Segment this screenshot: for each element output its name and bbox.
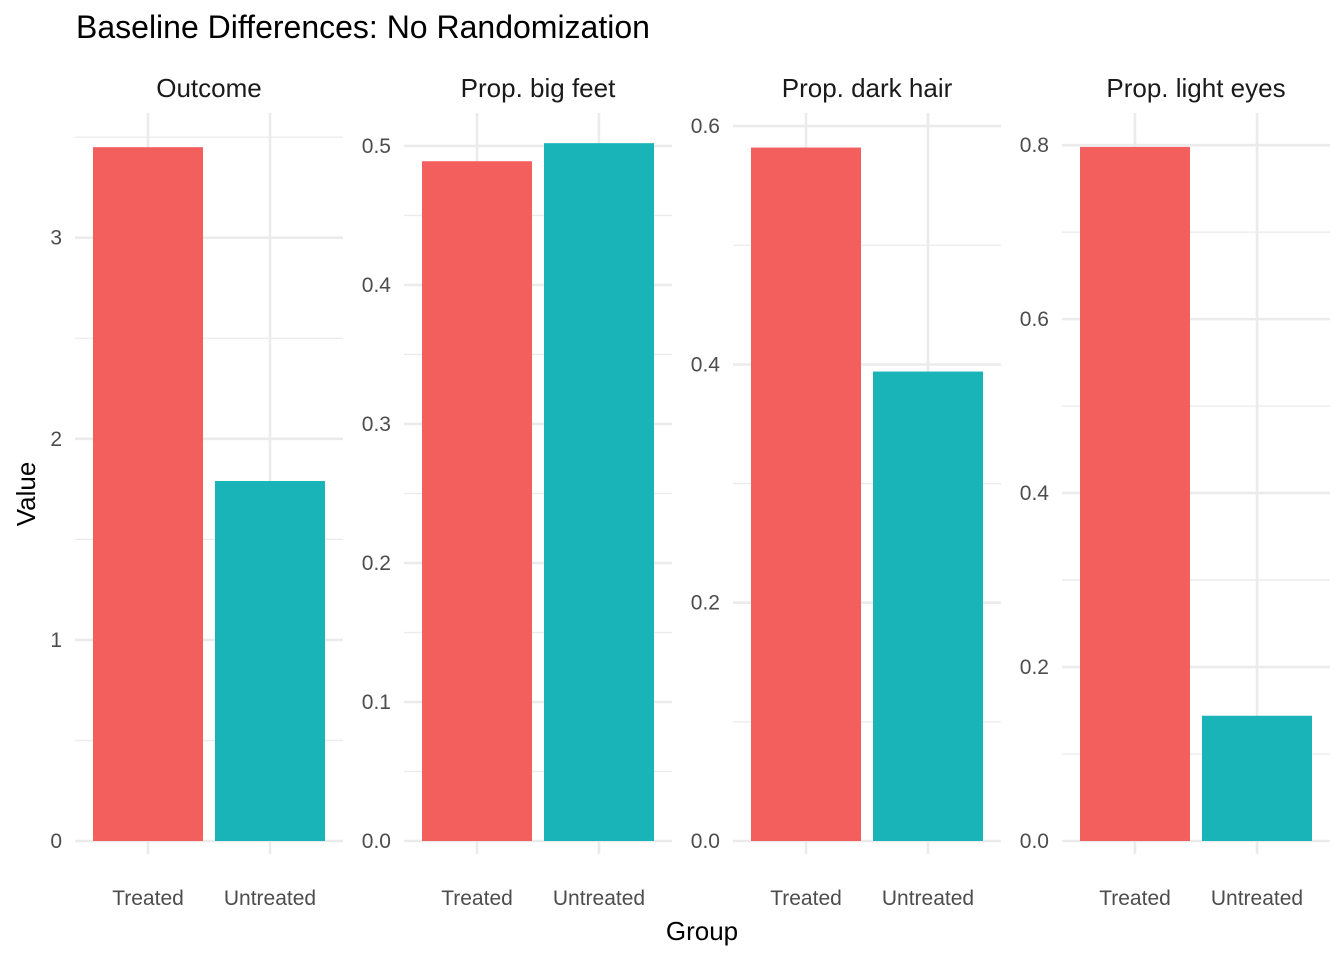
- y-tick-label: 2: [50, 428, 62, 451]
- y-tick-label: 0.2: [362, 552, 391, 575]
- bar-treated: [1080, 146, 1190, 841]
- y-axis-title: Value: [11, 462, 41, 527]
- panel-1: 0.0 0.1 0.2 0.3 0.4 0.5 Treated Untreated Prop. …: [362, 73, 672, 910]
- y-tick-label: 1: [50, 629, 62, 652]
- facet-title: Outcome: [156, 73, 262, 103]
- x-axis-title: Group: [666, 916, 738, 946]
- bar-treated: [751, 147, 861, 841]
- bar-untreated: [215, 481, 325, 841]
- y-tick-label: 0.4: [691, 353, 721, 376]
- x-tick-label: Treated: [770, 887, 842, 910]
- x-tick-label: Treated: [112, 887, 184, 910]
- y-tick-label: 0.3: [362, 413, 391, 436]
- x-tick-label: Untreated: [553, 887, 645, 910]
- y-tick-label: 0.2: [691, 592, 720, 615]
- panel-0: 0 1 2 3 Treated Untreated Outcome: [50, 73, 343, 910]
- y-tick-label: 0.6: [1020, 308, 1049, 331]
- y-tick-label: 0.0: [1020, 830, 1049, 853]
- y-tick-label: 0.5: [362, 135, 391, 158]
- panel-3: 0.0 0.2 0.4 0.6 0.8 Treated Untreated Prop. lig…: [1020, 73, 1330, 910]
- y-tick-label: 0.2: [1020, 656, 1049, 679]
- bar-untreated: [873, 371, 983, 841]
- bar-untreated: [1202, 715, 1312, 841]
- x-tick-label: Untreated: [882, 887, 974, 910]
- x-tick-label: Untreated: [1211, 887, 1303, 910]
- y-tick-label: 0.1: [362, 691, 391, 714]
- bar-treated: [422, 161, 532, 842]
- y-tick-label: 0.0: [691, 830, 720, 853]
- y-tick-label: 0.4: [362, 274, 392, 297]
- bar-untreated: [544, 143, 654, 842]
- y-tick-label: 0.4: [1020, 482, 1050, 505]
- y-tick-label: 0.6: [691, 115, 720, 138]
- chart-title: Baseline Differences: No Randomization: [76, 9, 650, 45]
- panel-2: 0.0 0.2 0.4 0.6 Treated Untreated Prop. dark h…: [691, 73, 1001, 910]
- y-tick-label: 0.0: [362, 830, 391, 853]
- x-tick-label: Untreated: [224, 887, 316, 910]
- bar-treated: [93, 147, 203, 841]
- facet-title: Prop. big feet: [461, 73, 616, 103]
- y-tick-label: 3: [50, 227, 62, 250]
- y-tick-label: 0: [50, 830, 62, 853]
- facet-title: Prop. dark hair: [782, 73, 953, 103]
- x-tick-label: Treated: [441, 887, 513, 910]
- x-tick-label: Treated: [1099, 887, 1171, 910]
- y-tick-label: 0.8: [1020, 134, 1049, 157]
- facet-title: Prop. light eyes: [1106, 73, 1285, 103]
